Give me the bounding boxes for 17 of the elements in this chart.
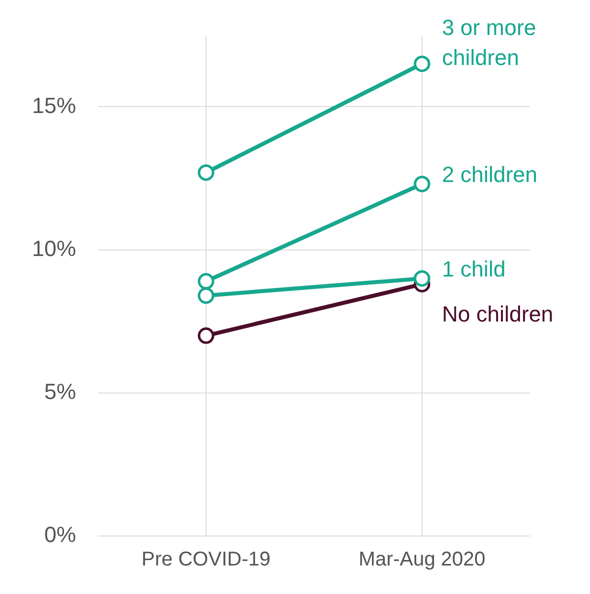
point	[198, 327, 214, 344]
point	[198, 287, 214, 304]
series-label: No children	[442, 302, 554, 327]
point	[198, 164, 214, 181]
point	[414, 56, 430, 72]
series-label: 2 children	[442, 162, 538, 188]
x-tick-label: Mar-Aug 2020	[358, 548, 486, 571]
series-label: 3 or more children	[442, 14, 536, 70]
y-tick-label: 10%	[32, 236, 76, 261]
series-label: 1 child	[442, 256, 506, 282]
y-tick-label: 15%	[32, 92, 76, 118]
x-tick-label: Pre COVID-19	[142, 548, 270, 571]
y-tick-label: 5%	[44, 378, 76, 404]
point	[414, 270, 430, 287]
y-tick-label: 0%	[44, 522, 76, 548]
point	[414, 176, 430, 192]
point	[198, 273, 214, 290]
